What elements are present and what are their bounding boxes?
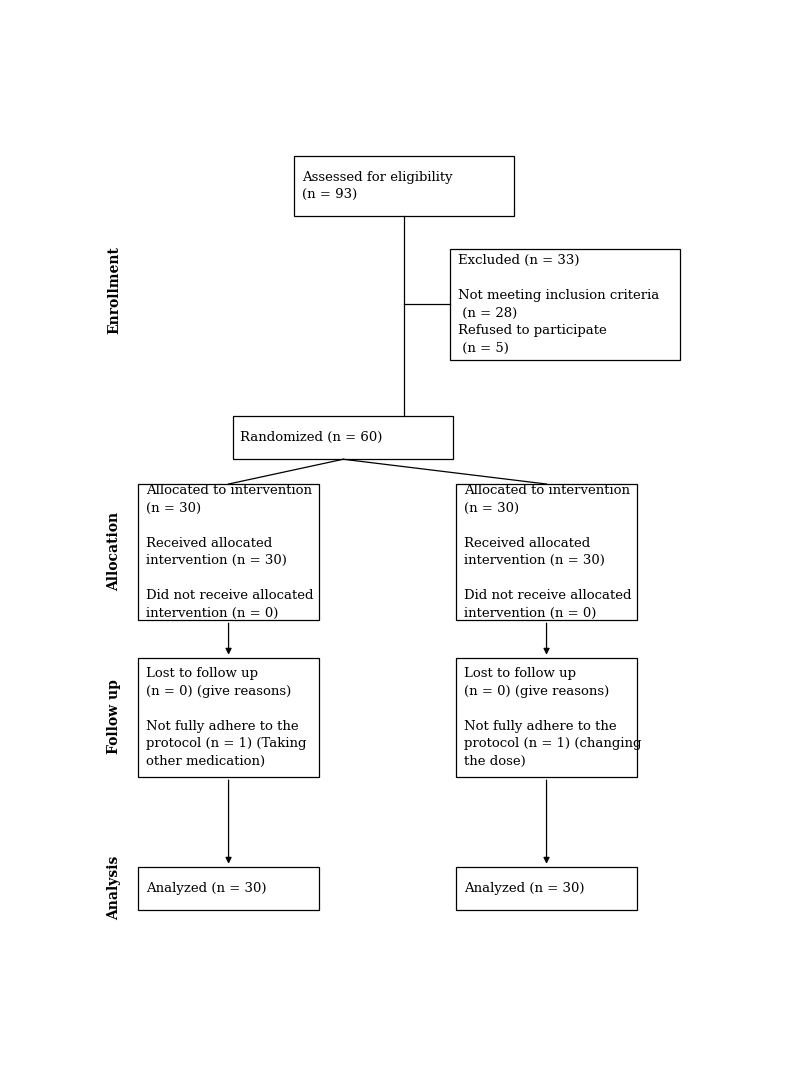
Text: Allocated to intervention
(n = 30)

Received allocated
intervention (n = 30)

Di: Allocated to intervention (n = 30) Recei… [464,484,631,620]
Text: Allocation: Allocation [107,512,121,591]
Text: Allocated to intervention
(n = 30)

Received allocated
intervention (n = 30)

Di: Allocated to intervention (n = 30) Recei… [146,484,313,620]
Bar [234,416,453,459]
Text: Randomized (n = 60): Randomized (n = 60) [241,431,383,444]
Bar [451,249,679,361]
Bar [138,658,319,777]
Bar [294,156,514,216]
Text: Assessed for eligibility
(n = 93): Assessed for eligibility (n = 93) [301,171,452,201]
Text: Enrollment: Enrollment [107,246,121,334]
Bar [138,484,319,620]
Bar [456,658,637,777]
Text: Analyzed (n = 30): Analyzed (n = 30) [146,882,266,895]
Bar [456,484,637,620]
Text: Follow up: Follow up [107,679,121,754]
Text: Lost to follow up
(n = 0) (give reasons)

Not fully adhere to the
protocol (n = : Lost to follow up (n = 0) (give reasons)… [146,667,306,767]
Text: Lost to follow up
(n = 0) (give reasons)

Not fully adhere to the
protocol (n = : Lost to follow up (n = 0) (give reasons)… [464,667,641,767]
Text: Excluded (n = 33)

Not meeting inclusion criteria
 (n = 28)
Refused to participa: Excluded (n = 33) Not meeting inclusion … [458,254,659,354]
Text: Analysis: Analysis [107,856,121,921]
Text: Analyzed (n = 30): Analyzed (n = 30) [464,882,584,895]
Bar [456,867,637,910]
Bar [138,867,319,910]
